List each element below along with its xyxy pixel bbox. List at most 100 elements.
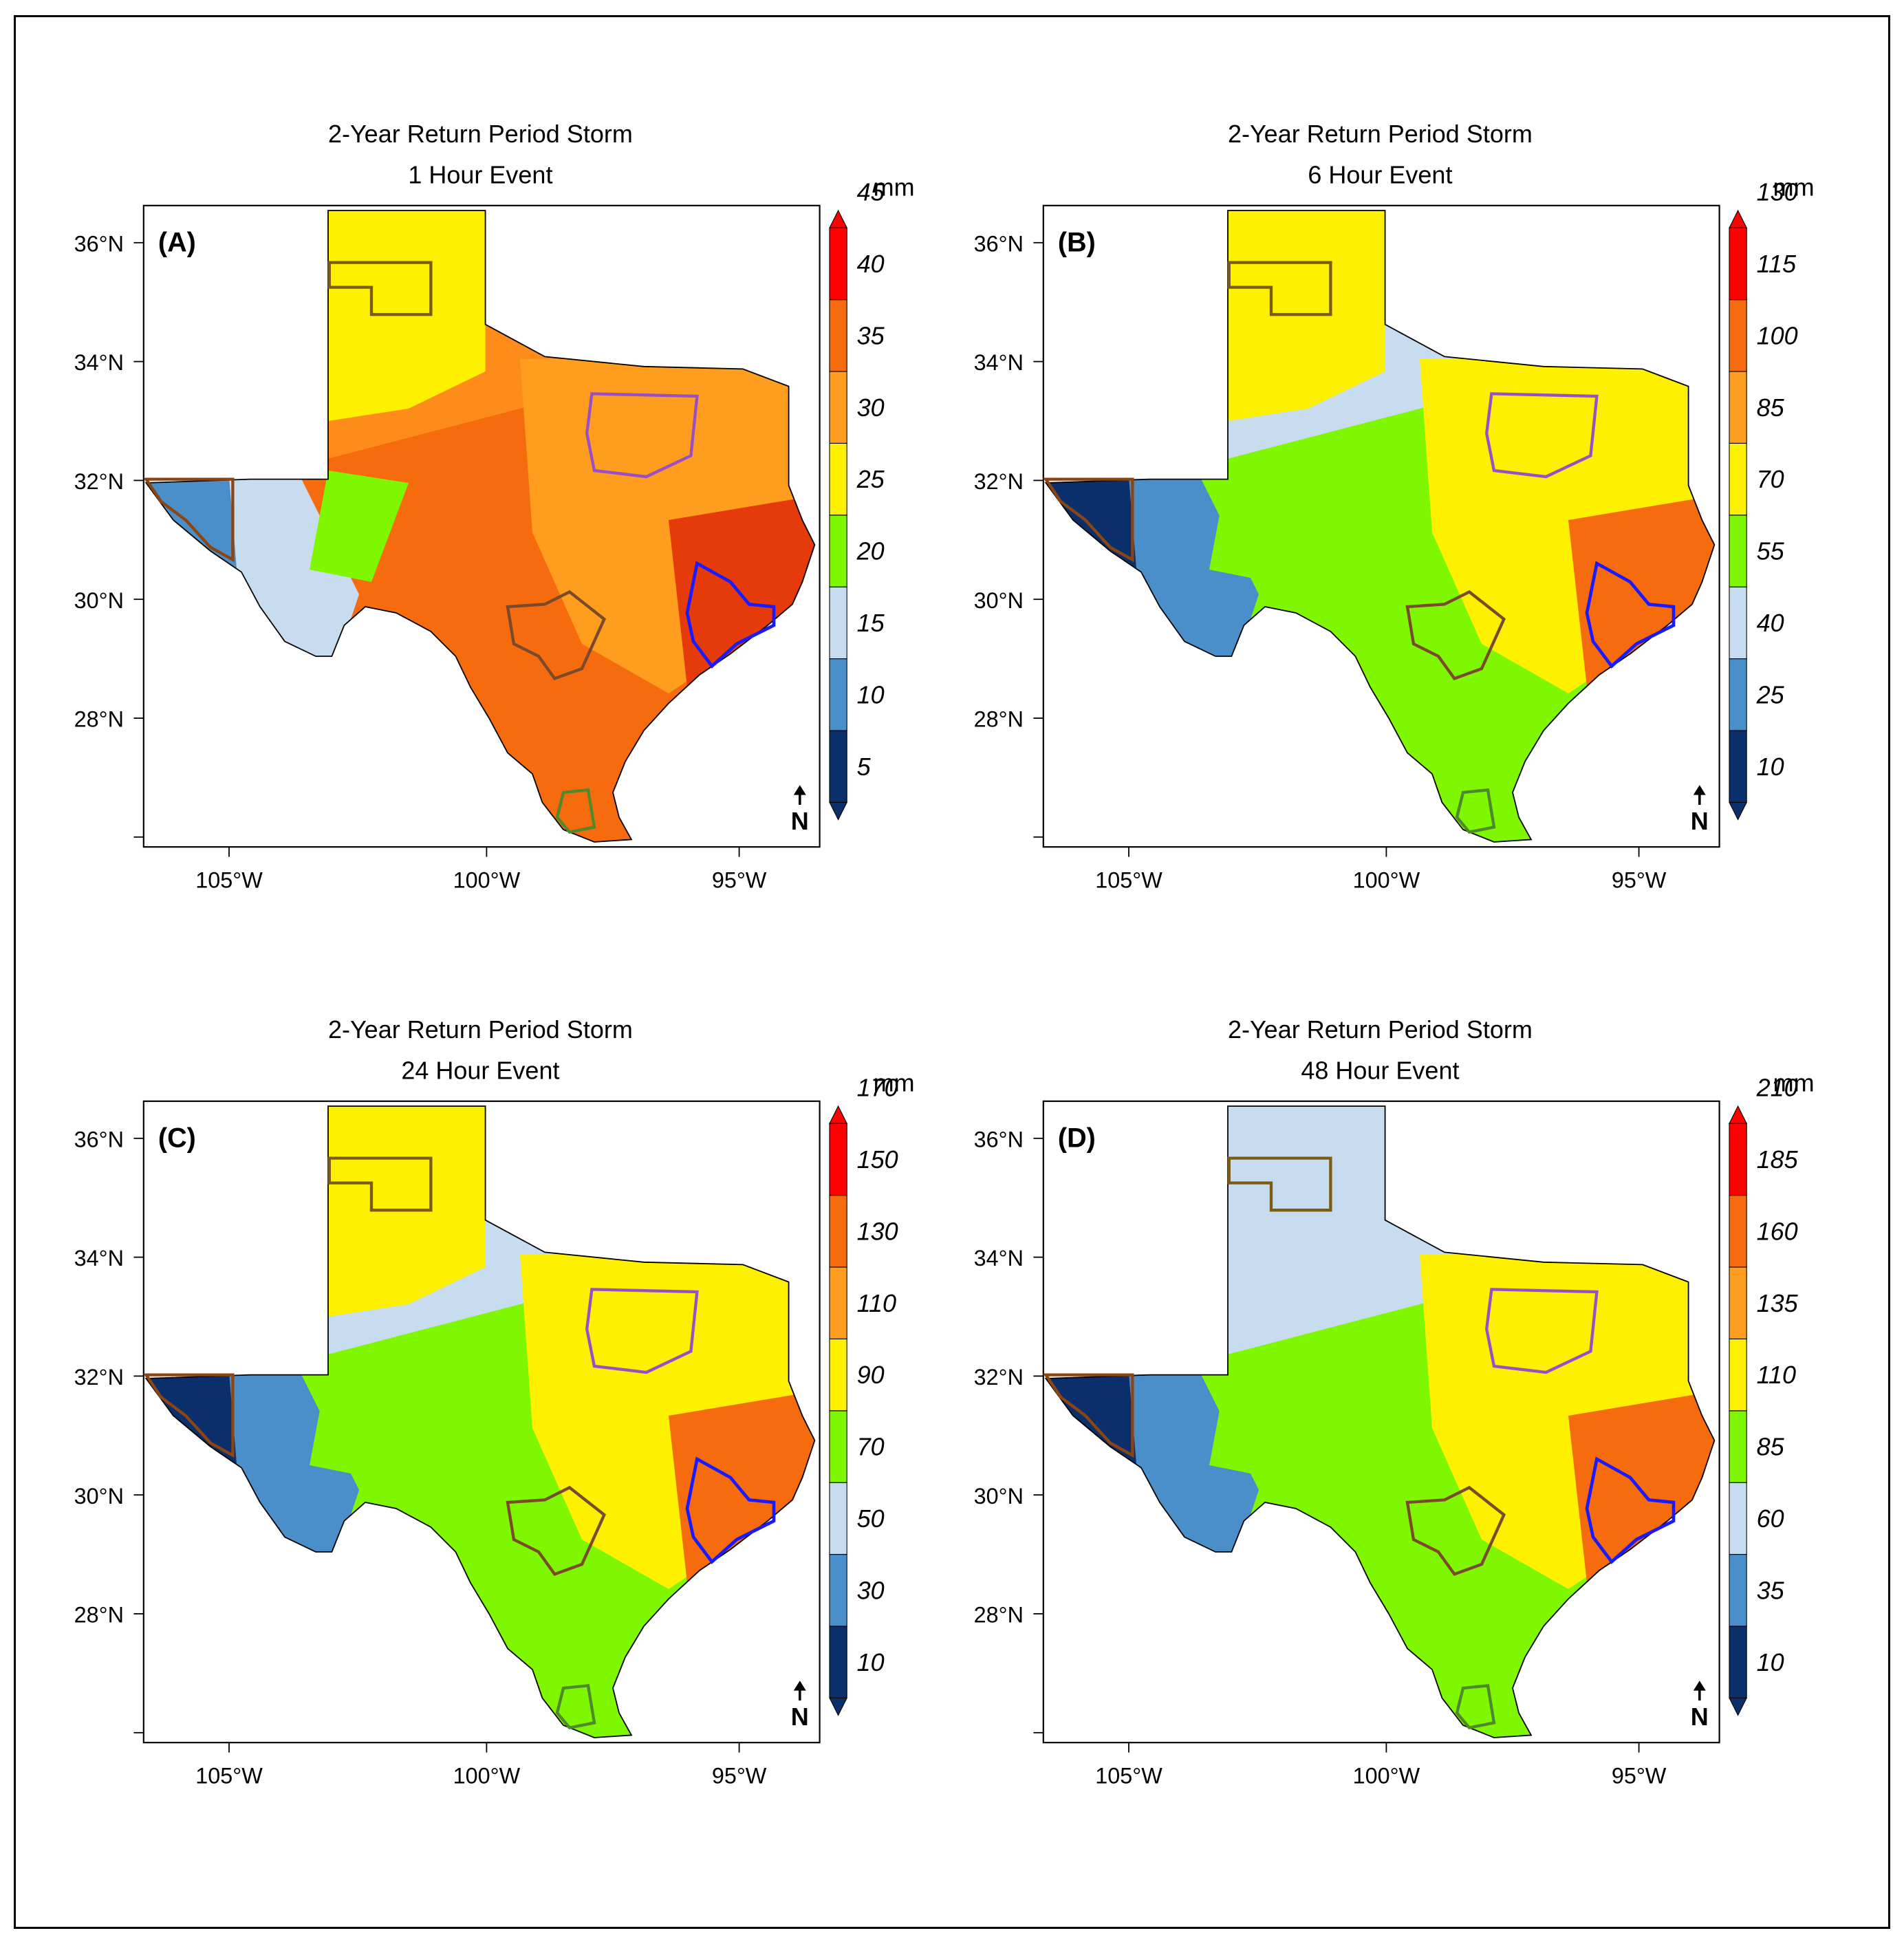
colorbar-segment xyxy=(1729,658,1747,731)
panel-label: (C) xyxy=(158,1123,196,1153)
lon-label: 105°W xyxy=(1095,1764,1162,1789)
colorbar-tick-label: 115 xyxy=(1757,250,1797,278)
north-arrow-icon xyxy=(1693,1681,1706,1691)
lon-label: 100°W xyxy=(453,868,521,893)
colorbar-max-arrow xyxy=(829,1105,848,1124)
colorbar-tick-label: 10 xyxy=(1757,753,1784,781)
colorbar-segment xyxy=(829,658,847,731)
colorbar-max-arrow xyxy=(1729,1105,1748,1124)
region-panhandle-outline xyxy=(1227,261,1332,316)
colorbar-segment xyxy=(1729,1195,1747,1268)
region-rgv-outline xyxy=(1455,788,1496,834)
colorbar-segment xyxy=(829,1338,847,1412)
colorbar-min-arrow xyxy=(829,1697,848,1716)
panel-c: 2-Year Return Period Storm 24 Hour Event (… xyxy=(74,1015,915,1789)
lon-label: 100°W xyxy=(1353,1764,1420,1789)
field-transpecos xyxy=(310,1366,409,1478)
lon-label: 105°W xyxy=(1095,868,1162,893)
north-arrow-icon xyxy=(793,1681,806,1691)
region-san-antonio-outline xyxy=(1405,590,1506,680)
colorbar-segment xyxy=(1729,299,1747,372)
colorbar-tick-label: 25 xyxy=(856,465,885,493)
lat-label: 30°N xyxy=(74,588,124,613)
colorbar-segment xyxy=(829,586,847,660)
lon-label: 100°W xyxy=(453,1764,521,1789)
lat-label: 34°N xyxy=(974,1246,1024,1271)
region-panhandle-outline xyxy=(327,261,433,316)
colorbar-tick-label: 55 xyxy=(1757,537,1785,565)
colorbar-tick-label: 70 xyxy=(1757,465,1784,493)
lon-label: 95°W xyxy=(1612,868,1667,893)
colorbar-segment xyxy=(1729,515,1747,587)
colorbar-tick-label: 20 xyxy=(856,537,885,565)
colorbar-tick-label: 85 xyxy=(1757,393,1785,422)
lon-label: 100°W xyxy=(1353,868,1420,893)
panel-d: 2-Year Return Period Storm 48 Hour Event (… xyxy=(974,1015,1815,1789)
colorbar-segment xyxy=(1729,1482,1747,1555)
region-houston-outline xyxy=(1585,561,1676,669)
colorbar-segment xyxy=(829,371,847,444)
lat-label: 36°N xyxy=(74,231,124,256)
colorbar-tick-label: 35 xyxy=(857,321,885,349)
colorbar-segment xyxy=(829,1482,847,1555)
colorbar-tick-label: 170 xyxy=(857,1074,898,1102)
colorbar-max-arrow xyxy=(829,209,848,228)
region-dfw-outline xyxy=(585,392,699,479)
region-panhandle-outline xyxy=(1227,1156,1332,1212)
field-transpecos xyxy=(1209,471,1308,582)
colorbar-unit: mm xyxy=(874,1068,915,1097)
panel-title: 2-Year Return Period Storm xyxy=(1228,120,1533,148)
field-transpecos xyxy=(310,471,409,582)
colorbar-tick-label: 40 xyxy=(857,250,885,278)
panel-subtitle: 6 Hour Event xyxy=(1308,160,1452,188)
figure-border xyxy=(14,15,1890,1929)
lat-label: 28°N xyxy=(974,1603,1024,1628)
region-houston-outline xyxy=(685,1456,776,1564)
colorbar-tick-label: 130 xyxy=(1757,178,1798,206)
colorbar-segment xyxy=(829,730,847,803)
lat-label: 30°N xyxy=(974,1484,1024,1509)
colorbar-segment xyxy=(829,1266,847,1339)
colorbar-tick-label: 5 xyxy=(857,753,872,781)
colorbar-tick-label: 70 xyxy=(857,1433,885,1461)
region-dfw-outline xyxy=(585,1288,699,1374)
region-san-antonio-outline xyxy=(1405,1485,1506,1576)
lon-label: 95°W xyxy=(712,1764,767,1789)
lat-label: 34°N xyxy=(74,1246,124,1271)
colorbar-segment xyxy=(1729,371,1747,444)
colorbar-tick-label: 100 xyxy=(1757,321,1798,349)
colorbar-tick-label: 15 xyxy=(857,609,885,637)
colorbar-tick-label: 30 xyxy=(857,393,885,422)
panel-title: 2-Year Return Period Storm xyxy=(328,1015,633,1044)
panel-label: (D) xyxy=(1058,1123,1096,1153)
colorbar-segment xyxy=(829,227,847,301)
colorbar-tick-label: 90 xyxy=(857,1361,885,1389)
colorbar-segment xyxy=(1729,1554,1747,1627)
colorbar-min-arrow xyxy=(829,801,848,821)
colorbar-tick-label: 160 xyxy=(1757,1217,1798,1245)
lat-label: 36°N xyxy=(74,1127,124,1152)
lat-label: 28°N xyxy=(74,707,124,732)
colorbar-segment xyxy=(829,1123,847,1196)
lat-label: 34°N xyxy=(74,350,124,375)
colorbar-tick-label: 130 xyxy=(857,1217,898,1245)
region-dfw-outline xyxy=(1485,1288,1599,1374)
region-west-outline xyxy=(143,1373,235,1458)
colorbar-min-arrow xyxy=(1729,1697,1748,1716)
region-west-outline xyxy=(1043,477,1134,563)
colorbar-segment xyxy=(1729,1266,1747,1339)
colorbar-tick-label: 40 xyxy=(1757,609,1784,637)
colorbar-segment xyxy=(1729,1410,1747,1483)
colorbar-tick-label: 10 xyxy=(1757,1648,1784,1676)
colorbar-segment xyxy=(1729,730,1747,803)
lat-label: 30°N xyxy=(974,588,1024,613)
colorbar-tick-label: 110 xyxy=(857,1289,896,1317)
panel-label: (A) xyxy=(158,227,196,257)
colorbar-segment xyxy=(829,1626,847,1698)
region-san-antonio-outline xyxy=(506,1485,607,1576)
colorbar-max-arrow xyxy=(1729,209,1748,228)
colorbar-tick-label: 10 xyxy=(857,680,885,709)
lat-label: 32°N xyxy=(74,469,124,494)
colorbar-segment xyxy=(1729,1123,1747,1196)
